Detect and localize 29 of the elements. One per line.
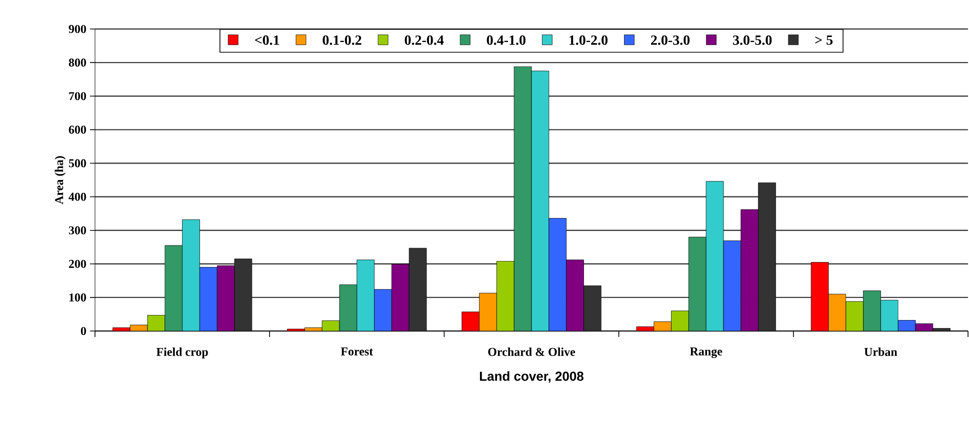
- y-tick-label: 900: [68, 24, 86, 34]
- legend-label: 2.0-3.0: [651, 35, 690, 45]
- y-tick-label: 100: [69, 293, 86, 302]
- y-tick-label: 600: [68, 126, 86, 134]
- legend-label: 1.0-2.0: [570, 35, 608, 45]
- x-axis-title: Land cover, 2008: [480, 371, 584, 383]
- x-tick-label: Forest: [340, 348, 374, 356]
- x-tick-label: Range: [690, 348, 722, 358]
- legend-label: 3.0-5.0: [733, 35, 772, 45]
- y-axis-title: Area (ha): [54, 156, 66, 204]
- y-tick-label: 800: [68, 58, 86, 67]
- y-tick-label: 500: [68, 159, 86, 168]
- y-tick-label: 700: [69, 92, 86, 100]
- bar: [584, 286, 602, 331]
- x-tick-label: Urban: [864, 348, 898, 356]
- y-tick-label: 400: [68, 192, 86, 201]
- y-tick-label: 300: [68, 226, 86, 234]
- legend-label: <0.1: [255, 35, 280, 45]
- bar: [409, 248, 427, 331]
- legend-label: 0.2-0.4: [404, 35, 444, 45]
- x-tick-label: Field crop: [156, 348, 208, 358]
- legend-label: > 5: [815, 35, 833, 45]
- legend-label: 0.1-0.2: [322, 35, 362, 45]
- y-tick-label: 200: [68, 260, 86, 268]
- legend-label: 0.4-1.0: [486, 35, 526, 45]
- bar: [234, 258, 252, 331]
- x-tick-label: Orchard & Olive: [488, 348, 576, 356]
- y-tick-label: 0: [80, 326, 86, 336]
- bar: [758, 182, 776, 331]
